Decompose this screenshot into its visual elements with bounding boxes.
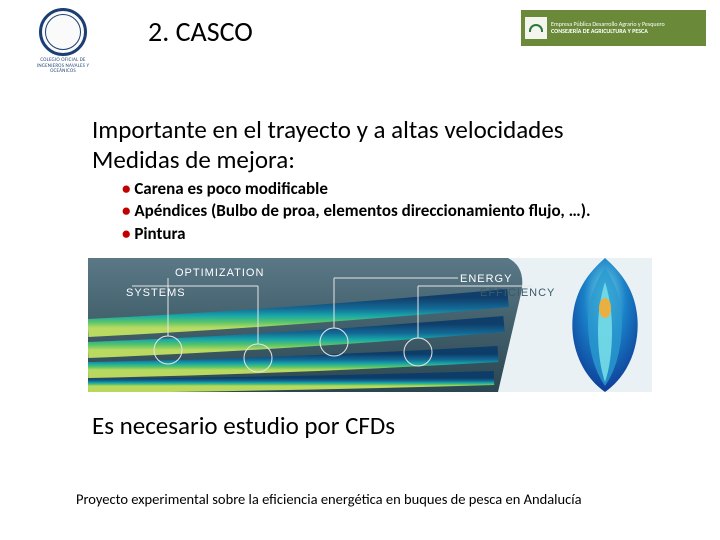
logo-left-seal-inner	[45, 14, 81, 50]
bullet-list: • Carena es poco modificable • Apéndices…	[122, 178, 591, 245]
diagram-label: SYSTEMS	[126, 287, 186, 299]
cfd-line: Es necesario estudio por CFDs	[92, 410, 395, 441]
main-line-1: Importante en el trayecto y a altas velo…	[92, 114, 564, 145]
bullet-text: Apéndices (Bulbo de proa, elementos dire…	[134, 200, 590, 221]
bullet-text: Pintura	[134, 223, 185, 244]
main-line-2: Medidas de mejora:	[92, 144, 295, 175]
diagram-label: EFFICIENCY	[480, 287, 555, 299]
footer-text: Proyecto experimental sobre la eficienci…	[76, 490, 582, 508]
andalucia-icon	[525, 17, 547, 39]
bullet-dot-icon: •	[122, 200, 134, 221]
logo-left: COLEGIO OFICIAL DE INGENIEROS NAVALES Y …	[28, 8, 98, 75]
logo-left-seal	[39, 8, 87, 56]
cfd-diagram-svg: OPTIMIZATION SYSTEMS ENERGY EFFICIENCY	[88, 258, 652, 392]
logo-right: Empresa Pública Desarrollo Agrario y Pes…	[521, 10, 706, 46]
bullet-text: Carena es poco modificable	[134, 178, 328, 199]
logo-left-caption: COLEGIO OFICIAL DE INGENIEROS NAVALES Y …	[28, 58, 98, 75]
diagram-label: OPTIMIZATION	[175, 267, 264, 279]
logo-left-caption-line2: INGENIEROS NAVALES Y OCEÁNICOS	[28, 64, 98, 75]
bullet-dot-icon: •	[122, 178, 134, 199]
andalucia-arc-icon	[529, 24, 543, 32]
logo-right-caption-line2: CONSEJERÍA DE AGRICULTURA Y PESCA	[551, 28, 665, 35]
bullet-dot-icon: •	[122, 223, 134, 244]
bullet-item: • Pintura	[122, 223, 591, 245]
diagram-label: ENERGY	[460, 273, 512, 285]
logo-right-caption: Empresa Pública Desarrollo Agrario y Pes…	[551, 21, 665, 35]
slide-title: 2. CASCO	[148, 14, 253, 49]
bullet-item: • Apéndices (Bulbo de proa, elementos di…	[122, 200, 591, 222]
bullet-item: • Carena es poco modificable	[122, 178, 591, 200]
cfd-diagram: OPTIMIZATION SYSTEMS ENERGY EFFICIENCY	[88, 258, 652, 392]
